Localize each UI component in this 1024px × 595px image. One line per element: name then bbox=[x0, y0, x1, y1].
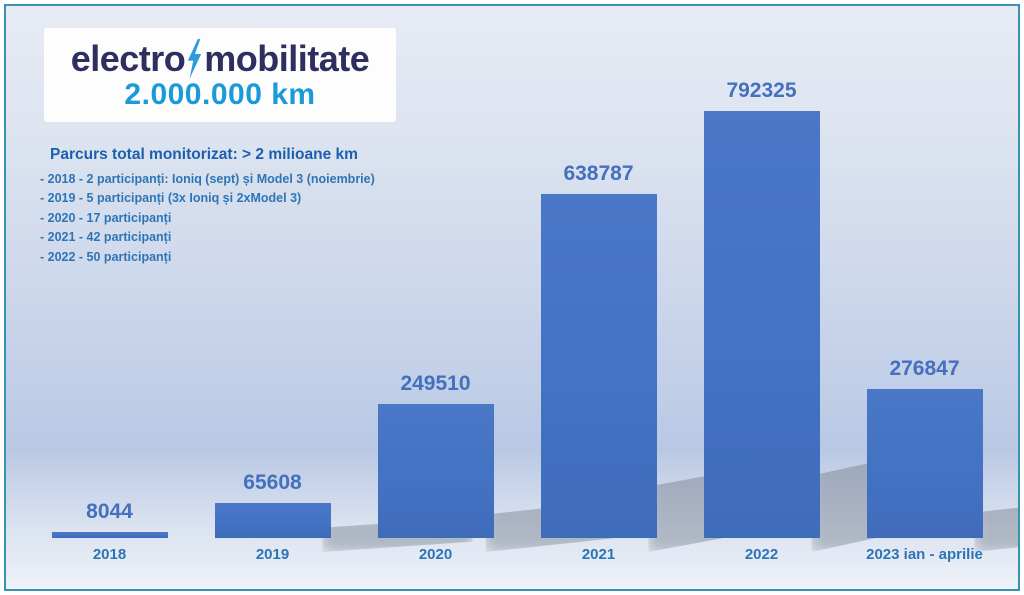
bar-category-label: 2021 bbox=[581, 546, 616, 563]
bar-value-label: 249510 bbox=[400, 371, 471, 395]
bar-column-2021: 638787 2021 bbox=[517, 6, 799, 589]
bar-value-label: 65608 bbox=[243, 470, 302, 494]
bar-value-label: 792325 bbox=[726, 79, 797, 102]
summary-line: - 2021 - 42 participanți bbox=[40, 230, 172, 245]
brand-suffix: mobilitate bbox=[204, 38, 370, 80]
summary-lines: - 2018 - 2 participanți: Ioniq (sept) și… bbox=[40, 170, 440, 267]
bar bbox=[377, 403, 494, 538]
logo-headline: 2.000.000 km bbox=[124, 78, 316, 112]
bar-column-2023 ian - aprilie: 276847 2023 ian - aprilie bbox=[843, 6, 1018, 589]
summary-block: Parcurs total monitorizat: > 2 milioane … bbox=[40, 146, 440, 267]
bar-value-label: 638787 bbox=[563, 161, 634, 185]
bar-category-label: 2022 bbox=[744, 546, 779, 563]
slide: electro mobilitate 2.000.000 km Parcurs … bbox=[4, 4, 1020, 591]
bar-value-label: 276847 bbox=[889, 356, 960, 380]
brand-prefix: electro bbox=[70, 38, 186, 80]
brand-logo: electro mobilitate bbox=[70, 38, 370, 80]
bar bbox=[214, 502, 331, 538]
bar-value-label: 8044 bbox=[86, 500, 133, 523]
summary-title: Parcurs total monitorizat: > 2 milioane … bbox=[50, 146, 358, 163]
bar bbox=[866, 388, 983, 538]
summary-line: - 2019 - 5 participanți (3x Ioniq și 2xM… bbox=[40, 191, 302, 206]
bar-category-label: 2020 bbox=[418, 546, 453, 563]
logo-card: electro mobilitate 2.000.000 km bbox=[44, 28, 396, 122]
bar bbox=[540, 193, 657, 538]
summary-line: - 2020 - 17 participanți bbox=[40, 210, 172, 225]
bar-column-2022: 792325 2022 bbox=[680, 6, 962, 589]
lightning-bolt-icon bbox=[186, 39, 203, 80]
bar-category-label: 2019 bbox=[255, 546, 290, 563]
bar-column-2019: 65608 2019 bbox=[191, 6, 473, 589]
bar-category-label: 2023 ian - aprilie bbox=[866, 546, 983, 563]
bar bbox=[703, 111, 820, 538]
bar-chart: 8044 2018 65608 2019 249510 2020 638787 2021 792… bbox=[6, 6, 1018, 589]
summary-line: - 2022 - 50 participanți bbox=[40, 249, 172, 264]
bar-category-label: 2018 bbox=[92, 546, 127, 563]
bar-column-2020: 249510 2020 bbox=[354, 6, 636, 589]
bar bbox=[51, 532, 168, 538]
bar-column-2018: 8044 2018 bbox=[28, 6, 191, 589]
summary-line: - 2018 - 2 participanți: Ioniq (sept) și… bbox=[40, 172, 375, 186]
